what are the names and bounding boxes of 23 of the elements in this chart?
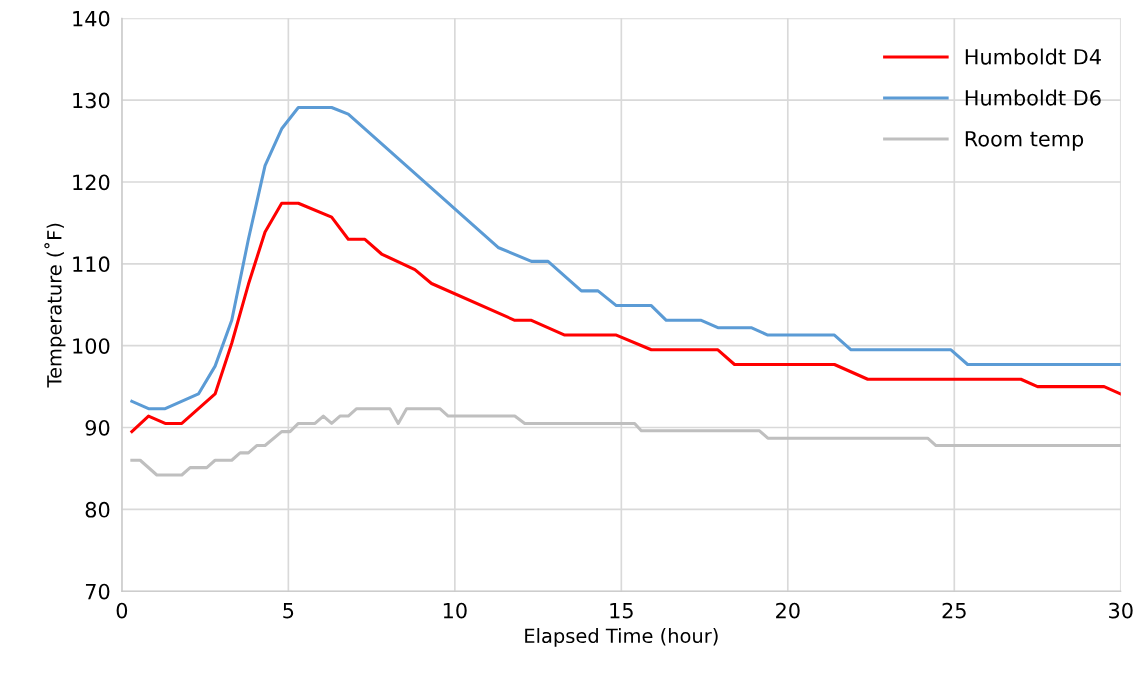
line-series: [130, 201, 1121, 434]
y-tick-label: 130: [73, 92, 110, 109]
y-tick-label: 70: [85, 583, 110, 600]
y-tick-label: 140: [73, 10, 110, 27]
x-tick-label: 0: [116, 602, 128, 619]
x-tick-label: 20: [776, 602, 800, 619]
legend-label: Humboldt D4: [965, 48, 1101, 65]
line-series: [130, 407, 1121, 477]
x-tick-label: 30: [1109, 602, 1133, 619]
x-tick-label: 25: [942, 602, 966, 619]
y-tick-label: 80: [85, 501, 110, 518]
y-tick-label: 100: [73, 338, 110, 354]
x-tick-label: 15: [610, 602, 633, 619]
legend-label: Room temp: [965, 131, 1084, 151]
x-tick-label: 10: [443, 602, 467, 619]
y-tick-label: 120: [73, 174, 110, 191]
x-tick-label: 5: [283, 602, 294, 619]
legend-label: Humboldt D6: [965, 89, 1101, 106]
line-series: [130, 105, 1121, 411]
x-axis-title: Elapsed Time (hour): [525, 628, 718, 647]
y-tick-label: 90: [85, 419, 110, 436]
y-tick-label: 110: [73, 256, 110, 273]
y-axis-title: Temperature (˚F): [44, 223, 66, 388]
